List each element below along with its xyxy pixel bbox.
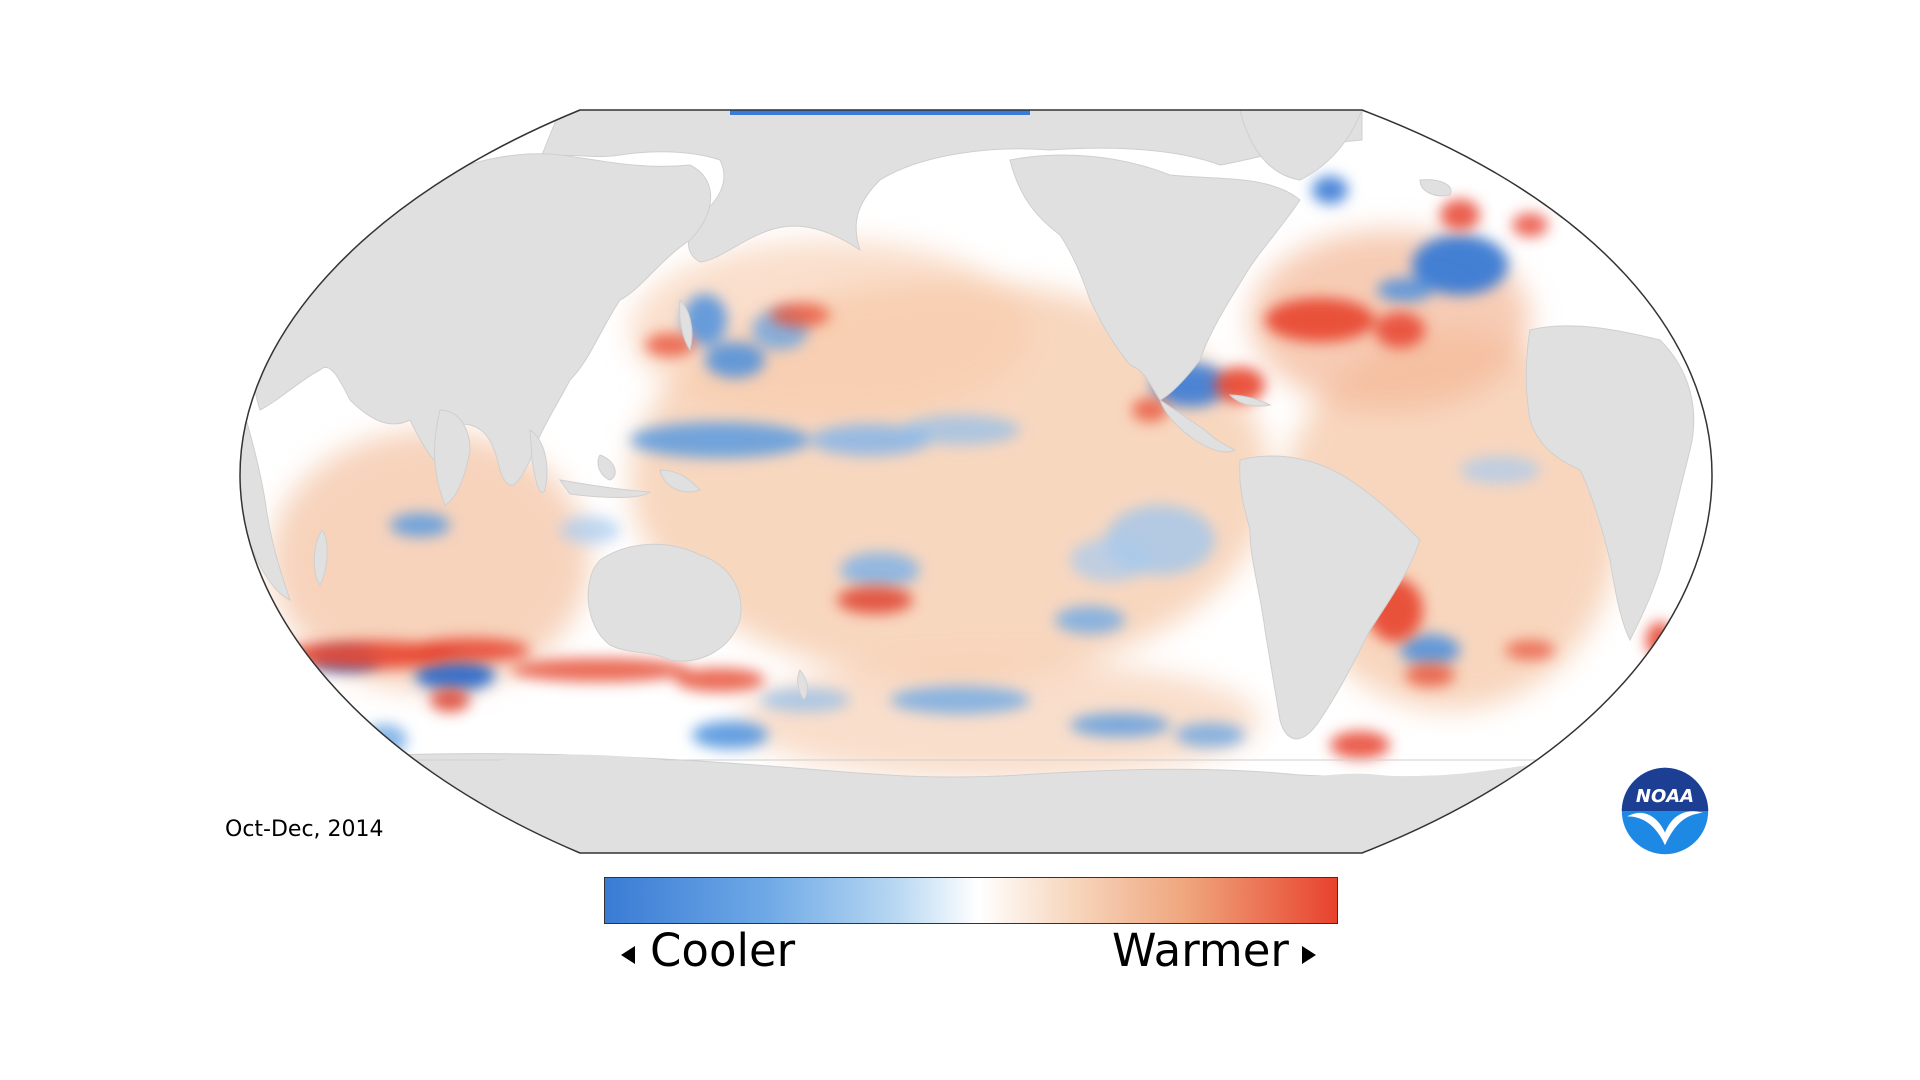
color-scale-bar bbox=[604, 877, 1338, 924]
south-america bbox=[1239, 455, 1421, 740]
noaa-logo: NOAA bbox=[1621, 767, 1709, 855]
time-period-label: Oct-Dec, 2014 bbox=[225, 817, 384, 842]
indonesia bbox=[558, 479, 652, 498]
globe-outline bbox=[239, 109, 1713, 854]
central-america bbox=[1159, 398, 1237, 453]
cooler-label: Cooler bbox=[650, 924, 796, 977]
australia bbox=[587, 543, 742, 662]
madagascar bbox=[313, 529, 328, 586]
japan bbox=[679, 298, 693, 352]
india bbox=[434, 409, 471, 506]
warmer-label: Warmer bbox=[1112, 924, 1289, 977]
iceland bbox=[1419, 179, 1452, 197]
logo-text: NOAA bbox=[1636, 786, 1694, 807]
seagull-icon bbox=[1627, 811, 1703, 846]
cool-anomalies bbox=[310, 176, 1540, 756]
right-triangle-icon bbox=[1302, 946, 1316, 964]
globe bbox=[240, 110, 1712, 853]
africa-east bbox=[240, 399, 291, 601]
se-asia-peninsula bbox=[529, 429, 548, 493]
antarctic-coast bbox=[240, 754, 1712, 853]
new-zealand bbox=[797, 669, 808, 701]
africa bbox=[1525, 325, 1695, 642]
arctic-strip bbox=[730, 110, 1030, 115]
greenland bbox=[1239, 110, 1363, 181]
logo-top-half bbox=[1621, 767, 1709, 811]
north-america bbox=[1009, 154, 1301, 401]
left-triangle-icon bbox=[621, 946, 635, 964]
arctic-land bbox=[539, 110, 1363, 263]
